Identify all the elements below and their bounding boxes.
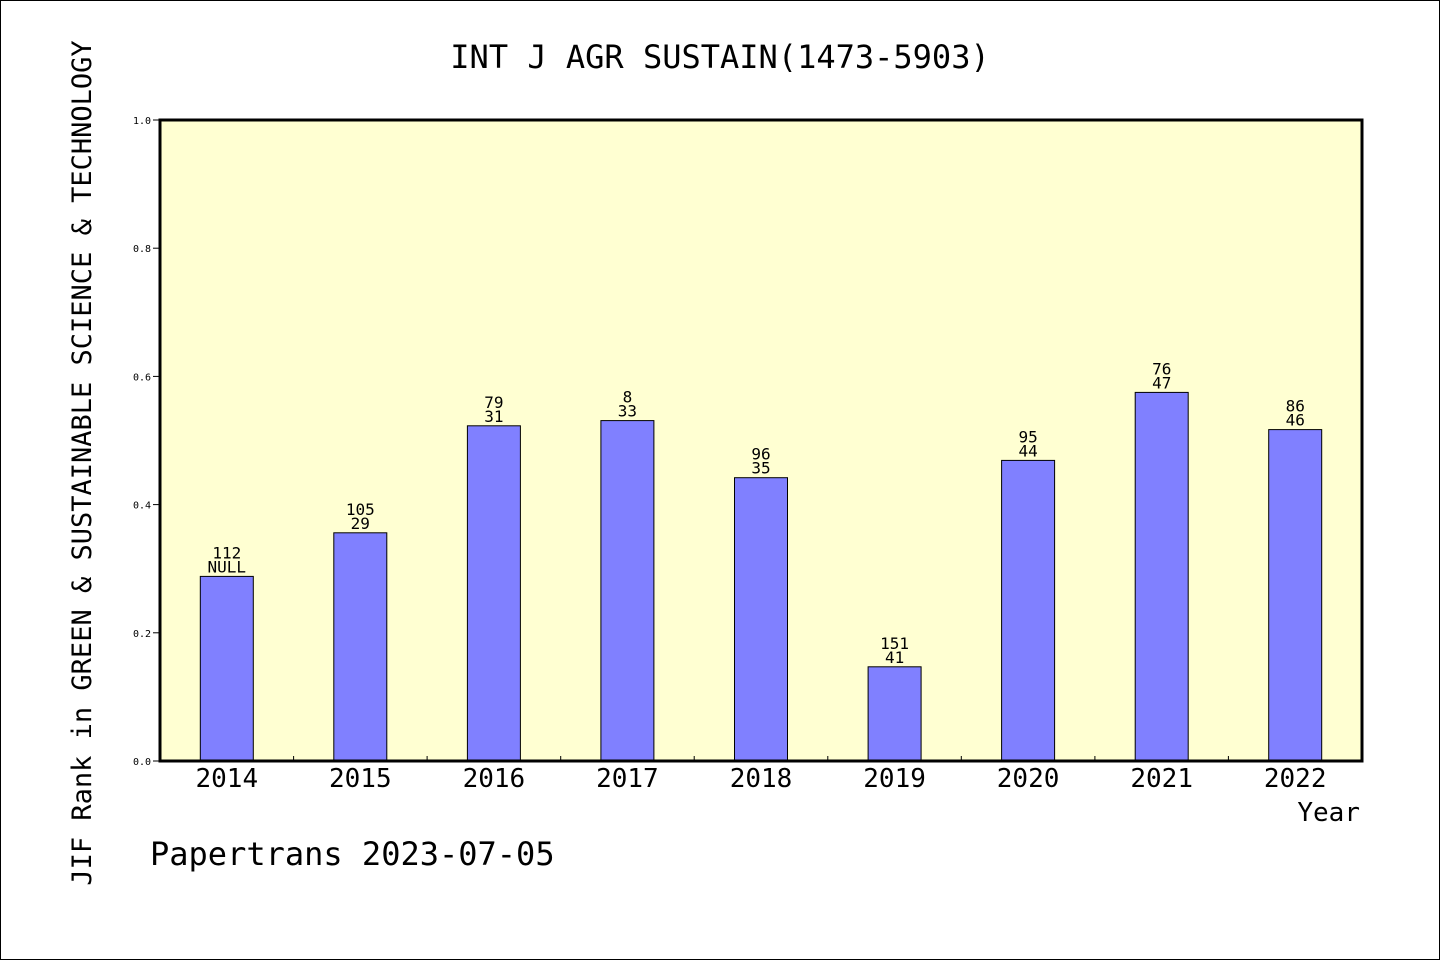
bar-label-top-2018: 96 bbox=[751, 445, 770, 464]
y-axis-label: JIF Rank in GREEN & SUSTAINABLE SCIENCE … bbox=[67, 40, 98, 885]
y-tick-label-1: 0.2 bbox=[133, 629, 151, 640]
bar-2022 bbox=[1268, 429, 1323, 762]
x-tick-label-2016: 2016 bbox=[463, 764, 526, 794]
chart-title: INT J AGR SUSTAIN(1473-5903) bbox=[450, 38, 989, 76]
footer-credit: Papertrans 2023-07-05 bbox=[150, 835, 555, 873]
bar-label-bottom-2014: NULL bbox=[208, 557, 247, 576]
bars bbox=[199, 391, 1323, 762]
x-axis-label: Year bbox=[1297, 798, 1360, 828]
bar-label-bottom-2016: 31 bbox=[484, 407, 503, 426]
bar-2015 bbox=[333, 532, 388, 762]
y-tick-label-2: 0.4 bbox=[133, 501, 151, 512]
x-tick-label-2021: 2021 bbox=[1130, 764, 1193, 794]
bar-label-bottom-2021: 47 bbox=[1152, 373, 1171, 392]
x-tick-label-2018: 2018 bbox=[730, 764, 793, 794]
bar-label-top-2022: 86 bbox=[1286, 397, 1305, 416]
bar-label-top-2016: 79 bbox=[484, 393, 503, 412]
y-tick-label-5: 1.0 bbox=[133, 116, 151, 127]
bar-label-top-2020: 95 bbox=[1018, 427, 1037, 446]
x-tick-label-2020: 2020 bbox=[997, 764, 1060, 794]
bar-label-top-2019: 151 bbox=[880, 634, 909, 653]
bar-2016 bbox=[466, 425, 521, 762]
bar-2020 bbox=[1001, 459, 1056, 762]
bar-label-bottom-2020: 44 bbox=[1018, 441, 1037, 460]
bar-label-top-2015: 105 bbox=[346, 500, 375, 519]
bar-label-bottom-2018: 35 bbox=[751, 459, 770, 478]
bar-label-top-2021: 76 bbox=[1152, 359, 1171, 378]
bar-label-bottom-2017: 33 bbox=[618, 402, 637, 421]
y-tick-label-0: 0.0 bbox=[133, 757, 151, 768]
y-tick-label-3: 0.6 bbox=[133, 372, 151, 383]
x-tick-label-2019: 2019 bbox=[863, 764, 926, 794]
x-tick-label-2014: 2014 bbox=[195, 764, 258, 794]
x-tick-label-2017: 2017 bbox=[596, 764, 659, 794]
bar-2021 bbox=[1134, 391, 1189, 762]
bar-label-top-2014: 112 bbox=[212, 543, 241, 562]
bar-label-bottom-2019: 41 bbox=[885, 648, 904, 667]
bar-2017 bbox=[600, 420, 655, 762]
bar-2018 bbox=[734, 477, 788, 762]
bar-label-bottom-2022: 46 bbox=[1286, 411, 1305, 430]
x-tick-label-2022: 2022 bbox=[1264, 764, 1327, 794]
y-axis: 0.0 0.2 0.4 0.6 0.8 1.0 bbox=[133, 116, 160, 768]
plot-border bbox=[158, 118, 1364, 763]
bar-2019 bbox=[867, 666, 922, 762]
y-tick-label-4: 0.8 bbox=[133, 244, 151, 255]
bar-label-top-2017: 8 bbox=[623, 388, 633, 407]
x-tick-label-2015: 2015 bbox=[329, 764, 392, 794]
x-axis: 2014 2015 2016 2017 2018 2019 2020 2021 2022 bbox=[195, 756, 1327, 794]
bar-2014 bbox=[199, 575, 254, 762]
bar-label-bottom-2015: 29 bbox=[351, 514, 370, 533]
